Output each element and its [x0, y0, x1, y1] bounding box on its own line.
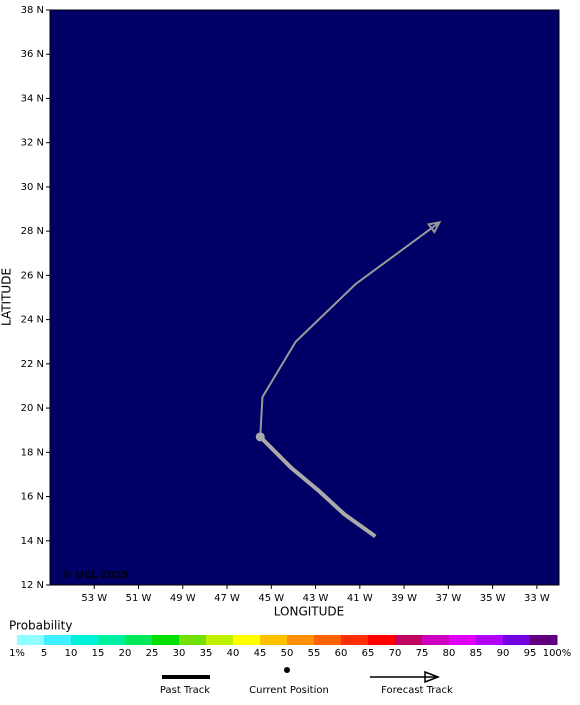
probability-swatch [125, 635, 153, 645]
probability-label: 45 [254, 648, 267, 659]
y-tick-label: 12 N [21, 580, 44, 591]
probability-label: 55 [308, 648, 321, 659]
probability-label: 65 [362, 648, 375, 659]
legend-forecast-label: Forecast Track [381, 685, 453, 696]
probability-swatch [98, 635, 126, 645]
legend-current-label: Current Position [249, 685, 329, 696]
x-tick-label: 45 W [258, 593, 284, 604]
probability-swatch [179, 635, 207, 645]
y-tick-label: 14 N [21, 536, 44, 547]
probability-label: 70 [389, 648, 402, 659]
probability-swatch [476, 635, 504, 645]
x-tick-label: 53 W [81, 593, 107, 604]
probability-swatch [17, 635, 45, 645]
probability-label: 5 [41, 648, 47, 659]
probability-swatch [530, 635, 558, 645]
probability-label: 15 [92, 648, 105, 659]
y-tick-label: 16 N [21, 492, 44, 503]
probability-label: 25 [146, 648, 159, 659]
probability-label: 85 [470, 648, 483, 659]
copyright: © UCL 2025 [62, 570, 129, 581]
y-tick-label: 22 N [21, 359, 44, 370]
probability-swatch [287, 635, 315, 645]
current-position [255, 432, 265, 442]
x-axis-label: LONGITUDE [274, 605, 344, 619]
probability-label: 100% [543, 648, 572, 659]
y-tick-label: 20 N [21, 403, 44, 414]
probability-label: 60 [335, 648, 348, 659]
forecast-arrowhead [426, 220, 442, 234]
x-tick-label: 43 W [303, 593, 329, 604]
x-tick-label: 35 W [480, 593, 506, 604]
probability-label: 75 [416, 648, 429, 659]
y-axis-label: LATITUDE [0, 268, 14, 326]
probability-swatch [449, 635, 477, 645]
probability-swatch [341, 635, 369, 645]
y-tick-label: 28 N [21, 226, 44, 237]
probability-label: 80 [443, 648, 456, 659]
legend-current-key [284, 667, 290, 673]
x-tick-label: 41 W [347, 593, 373, 604]
y-tick-label: 26 N [21, 270, 44, 281]
probability-swatch [368, 635, 396, 645]
probability-swatch [206, 635, 234, 645]
probability-label: 35 [200, 648, 213, 659]
probability-swatch [503, 635, 531, 645]
y-tick-label: 30 N [21, 182, 44, 193]
y-tick-label: 32 N [21, 138, 44, 149]
probability-swatch [422, 635, 450, 645]
y-tick-label: 38 N [21, 5, 44, 16]
probability-swatch [44, 635, 72, 645]
x-tick-label: 33 W [524, 593, 550, 604]
y-tick-label: 18 N [21, 447, 44, 458]
probability-label: 30 [173, 648, 186, 659]
x-tick-label: 49 W [170, 593, 196, 604]
probability-label: 1% [9, 648, 25, 659]
x-tick-label: 39 W [391, 593, 417, 604]
plot-area [49, 9, 560, 586]
y-tick-label: 36 N [21, 49, 44, 60]
probability-swatch [260, 635, 288, 645]
probability-swatch [314, 635, 342, 645]
past-track [258, 435, 377, 538]
x-tick-label: 51 W [126, 593, 152, 604]
x-tick-label: 37 W [435, 593, 461, 604]
legend-forecast-arrow [424, 670, 441, 684]
y-tick-label: 34 N [21, 93, 44, 104]
probability-label: 95 [524, 648, 537, 659]
probability-label: 40 [227, 648, 240, 659]
y-tick-label: 24 N [21, 315, 44, 326]
probability-label: 50 [281, 648, 294, 659]
probability-swatch [71, 635, 99, 645]
probability-swatch [233, 635, 261, 645]
forecast-track [259, 221, 441, 437]
legend-title: Probability [9, 619, 72, 633]
probability-swatch [395, 635, 423, 645]
probability-label: 20 [119, 648, 132, 659]
probability-label: 10 [65, 648, 78, 659]
probability-label: 90 [497, 648, 510, 659]
probability-swatch [152, 635, 180, 645]
legend-past-label: Past Track [160, 685, 210, 696]
x-tick-label: 47 W [214, 593, 240, 604]
